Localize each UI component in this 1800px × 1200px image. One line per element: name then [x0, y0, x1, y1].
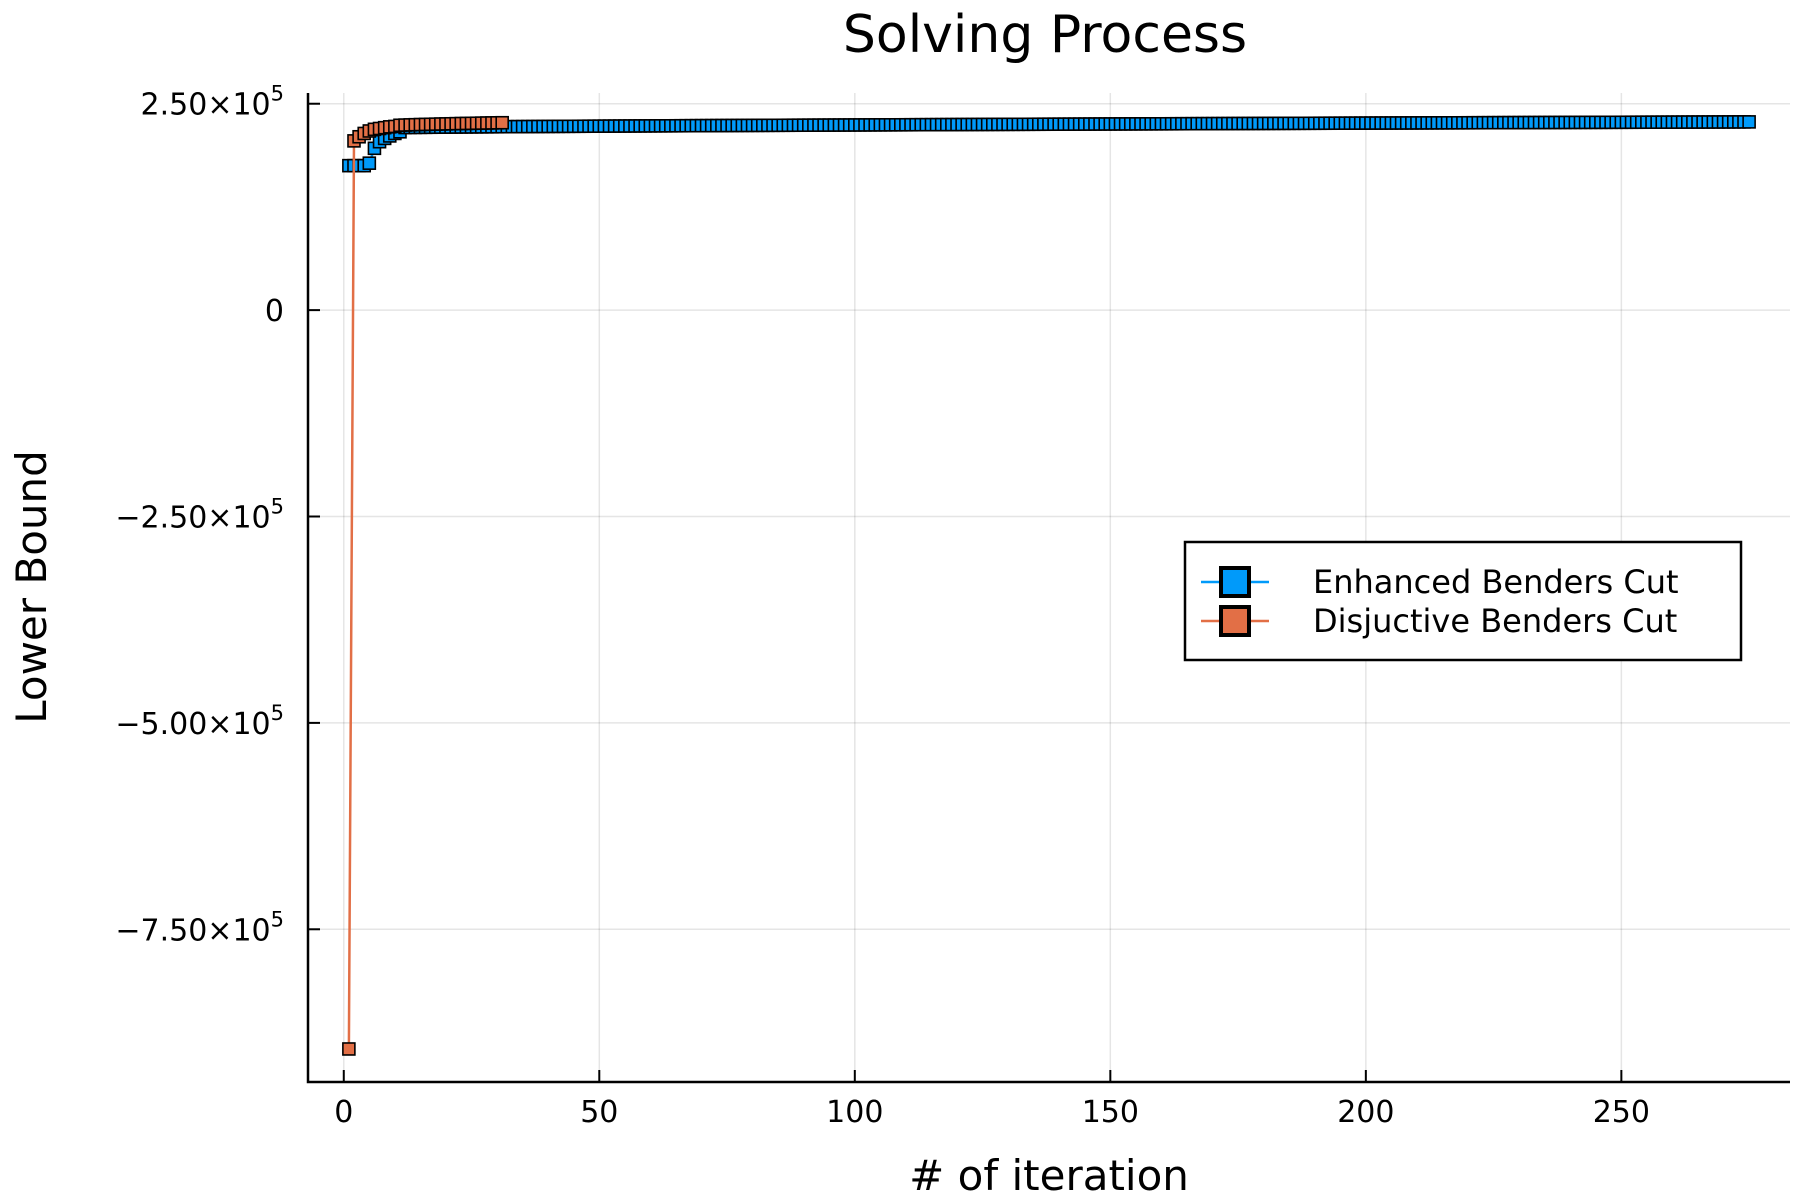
x-tick-label: 150	[1082, 1095, 1139, 1130]
data-point	[1742, 115, 1756, 129]
legend-label: Enhanced Benders Cut	[1313, 563, 1679, 601]
chart-title: Solving Process	[843, 5, 1247, 65]
x-tick-label: 100	[826, 1095, 883, 1130]
legend-label: Disjuctive Benders Cut	[1313, 602, 1677, 640]
data-point	[362, 156, 377, 170]
series-1	[342, 115, 1756, 173]
x-tick-label: 0	[334, 1095, 353, 1130]
x-tick-label: 200	[1337, 1095, 1394, 1130]
series-line	[347, 121, 503, 1049]
x-tick-labels: 0 50 100 150 200 250	[334, 1070, 1650, 1130]
y-tick-label: −5.00×105	[115, 701, 284, 742]
axes-frame	[306, 93, 1790, 1084]
x-axis-label: # of iteration	[909, 1151, 1189, 1200]
x-tick-label: 250	[1593, 1095, 1650, 1130]
legend-marker	[1219, 605, 1251, 637]
y-tick-labels: 2.50×105 0 −2.50×105 −5.00×105 −7.50×105	[115, 82, 320, 948]
series-2	[342, 115, 509, 1056]
y-tick-label: 0	[265, 294, 284, 329]
data-point	[342, 1042, 356, 1056]
legend-box	[1183, 540, 1743, 662]
data-point	[495, 115, 509, 130]
series-layer	[342, 115, 1756, 1056]
legend-entry: Enhanced Benders Cut	[1201, 563, 1679, 601]
legend-entry: Disjuctive Benders Cut	[1201, 602, 1677, 640]
x-tick-label: 50	[580, 1095, 618, 1130]
legend-marker	[1219, 566, 1251, 598]
y-tick-label: −7.50×105	[115, 907, 284, 948]
y-axis-label: Lower Bound	[7, 450, 56, 724]
y-tick-label: −2.50×105	[115, 495, 284, 536]
y-tick-label: 2.50×105	[141, 82, 284, 123]
